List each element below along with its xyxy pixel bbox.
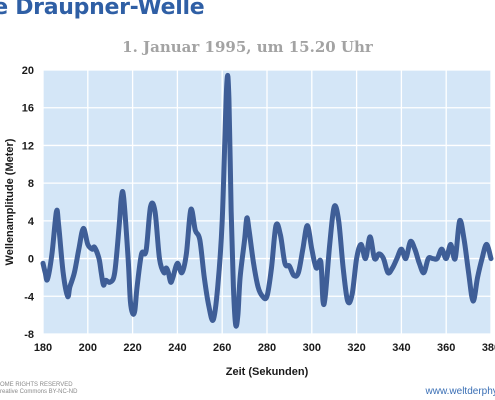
page-title: ie Draupner-Welle bbox=[0, 0, 205, 20]
wave-amplitude-line bbox=[40, 72, 494, 329]
license-line-1: OME RIGHTS RESERVED bbox=[0, 382, 73, 388]
y-axis-label: Wellenamplitude (Meter) bbox=[4, 138, 16, 265]
x-tick-label: 340 bbox=[392, 342, 410, 354]
x-tick-label: 200 bbox=[79, 342, 97, 354]
y-tick-label: -4 bbox=[24, 291, 35, 303]
y-tick-label: 12 bbox=[22, 140, 34, 152]
y-tick-label: -8 bbox=[24, 329, 34, 341]
x-tick-label: 260 bbox=[213, 342, 231, 354]
license-line-2: reative Commons BY-NC-ND bbox=[0, 389, 78, 395]
x-tick-label: 320 bbox=[347, 342, 365, 354]
source-link[interactable]: www.welt­derphysi bbox=[425, 386, 495, 397]
y-tick-label: 20 bbox=[22, 65, 34, 77]
grid-lines bbox=[42, 69, 492, 335]
y-tick-label: 0 bbox=[28, 254, 34, 266]
y-tick-label: 16 bbox=[22, 103, 34, 115]
x-tick-label: 380 bbox=[482, 342, 495, 354]
x-tick-label: 280 bbox=[258, 342, 276, 354]
y-tick-label: 8 bbox=[28, 178, 34, 190]
license-note: OME RIGHTS RESERVED reative Commons BY-N… bbox=[0, 382, 77, 396]
y-tick-label: 4 bbox=[28, 216, 35, 228]
chart-subtitle: 1. Januar 1995, um 15.20 Uhr bbox=[122, 38, 373, 56]
x-tick-label: 220 bbox=[123, 342, 141, 354]
x-tick-label: 180 bbox=[34, 342, 52, 354]
x-axis-ticks: 180 200 220 240 260 280 300 320 340 360 380 bbox=[34, 342, 495, 354]
y-axis-ticks: -8 -4 0 4 8 12 16 20 bbox=[22, 65, 35, 341]
x-tick-label: 300 bbox=[303, 342, 321, 354]
x-tick-label: 360 bbox=[437, 342, 455, 354]
x-tick-label: 240 bbox=[168, 342, 186, 354]
x-axis-label: Zeit (Sekunden) bbox=[226, 366, 309, 378]
